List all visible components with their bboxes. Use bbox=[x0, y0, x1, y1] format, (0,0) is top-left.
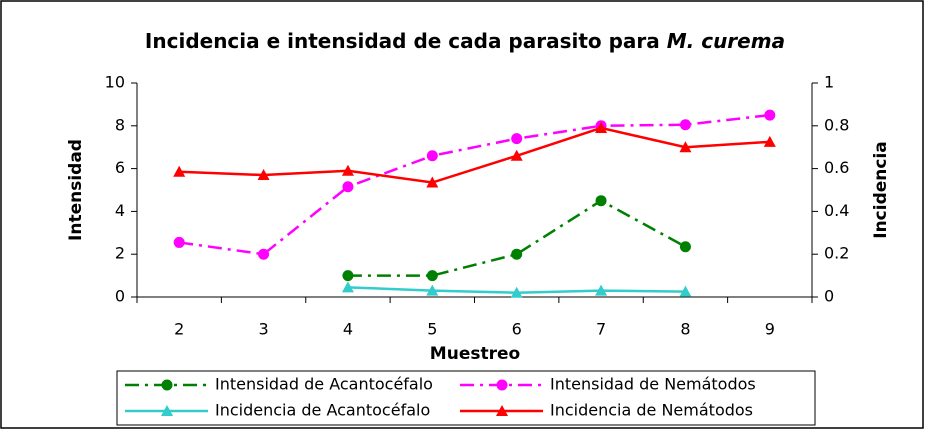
x-tick-label: 9 bbox=[765, 320, 775, 339]
marker bbox=[679, 285, 692, 297]
marker bbox=[763, 135, 776, 147]
marker bbox=[426, 150, 438, 162]
y-tick-label: 10 bbox=[105, 73, 125, 92]
marker bbox=[342, 270, 354, 282]
marker bbox=[173, 165, 186, 177]
y2-axis-label: Incidencia bbox=[871, 141, 891, 239]
x-tick-label: 6 bbox=[512, 320, 522, 339]
x-axis-label: Muestreo bbox=[430, 344, 520, 364]
marker bbox=[496, 379, 508, 391]
legend-box bbox=[116, 370, 816, 426]
chart-title-italic: M. curema bbox=[667, 29, 785, 53]
marker bbox=[679, 241, 691, 253]
chart-title-main: Incidencia e intensidad de cada parasito… bbox=[145, 29, 660, 53]
legend-label: Intensidad de Nemátodos bbox=[550, 375, 756, 394]
legend-label: Intensidad de Acantocéfalo bbox=[215, 375, 433, 394]
marker bbox=[258, 248, 270, 260]
marker bbox=[426, 176, 439, 188]
marker bbox=[679, 119, 691, 131]
chart-title: Incidencia e intensidad de cada parasito… bbox=[145, 29, 785, 53]
x-tick-label: 8 bbox=[680, 320, 690, 339]
y2-tick-label: 0.2 bbox=[824, 244, 849, 263]
series-line bbox=[179, 113, 770, 256]
y-axis-label: Intensidad bbox=[66, 139, 86, 241]
y2-tick-label: 1 bbox=[824, 73, 834, 92]
marker bbox=[496, 405, 508, 416]
marker bbox=[510, 286, 523, 298]
marker bbox=[257, 169, 270, 181]
marker bbox=[510, 149, 523, 161]
y-tick-label: 4 bbox=[115, 201, 125, 220]
marker bbox=[511, 248, 523, 260]
series-line bbox=[179, 126, 770, 184]
marker bbox=[679, 141, 692, 153]
x-tick-label: 3 bbox=[258, 320, 268, 339]
marker bbox=[341, 164, 354, 176]
marker bbox=[341, 281, 354, 293]
legend-label: Incidencia de Acantocéfalo bbox=[215, 401, 430, 420]
marker bbox=[161, 405, 173, 416]
marker bbox=[426, 270, 438, 282]
marker bbox=[595, 284, 608, 296]
y-tick-label: 8 bbox=[115, 115, 125, 134]
y2-tick-label: 0.6 bbox=[824, 158, 849, 177]
y2-tick-label: 0.4 bbox=[824, 201, 849, 220]
x-tick-label: 4 bbox=[343, 320, 353, 339]
x-tick-label: 7 bbox=[596, 320, 606, 339]
y-tick-label: 6 bbox=[115, 158, 125, 177]
series-line bbox=[347, 199, 687, 277]
x-tick-label: 2 bbox=[174, 320, 184, 339]
y-tick-label: 2 bbox=[115, 244, 125, 263]
marker bbox=[595, 195, 607, 207]
marker bbox=[511, 133, 523, 145]
legend-label: Incidencia de Nemátodos bbox=[550, 401, 753, 420]
x-tick-label: 5 bbox=[427, 320, 437, 339]
marker bbox=[173, 236, 185, 248]
marker bbox=[161, 379, 173, 391]
marker bbox=[595, 121, 608, 133]
marker bbox=[764, 109, 776, 121]
y2-tick-label: 0.8 bbox=[824, 115, 849, 134]
y2-tick-label: 0 bbox=[824, 287, 834, 306]
y-tick-label: 0 bbox=[115, 287, 125, 306]
marker bbox=[426, 284, 439, 296]
marker bbox=[342, 181, 354, 193]
